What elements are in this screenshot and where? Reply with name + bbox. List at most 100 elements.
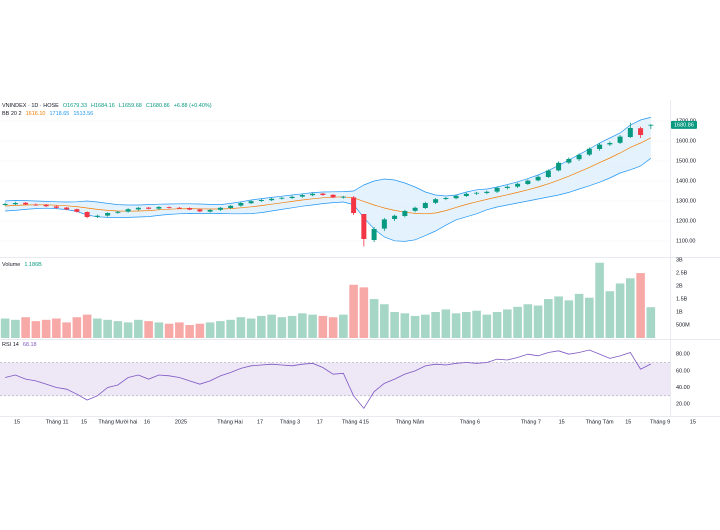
x-tick-label: 17 xyxy=(257,419,263,425)
chart-header: VNINDEX · 1D · HOSE O1679.33 H1684.16 L1659… xyxy=(2,103,212,109)
candle-body xyxy=(392,215,398,219)
candle-body xyxy=(53,206,59,208)
candle-body xyxy=(515,183,521,187)
ohlc-value: H1684.16 xyxy=(91,103,115,109)
candle-body xyxy=(228,205,234,208)
x-tick-label: Tháng Mười hai xyxy=(98,419,137,425)
candle-body xyxy=(525,180,531,184)
volume-bar xyxy=(195,323,205,338)
candle-body xyxy=(381,219,387,229)
volume-bar xyxy=(216,321,225,338)
candle-body xyxy=(402,211,408,216)
candle-body xyxy=(463,193,469,196)
volume-bar xyxy=(164,323,174,338)
candle-body xyxy=(258,200,264,201)
candle-body xyxy=(289,196,295,198)
candle-body xyxy=(597,144,603,149)
y-tick-label: 1300.00 xyxy=(676,198,696,204)
volume-bar xyxy=(564,300,574,338)
volume-bar xyxy=(441,309,451,338)
candle-body xyxy=(474,192,480,194)
candle-body xyxy=(443,198,449,199)
volume-bar xyxy=(523,304,533,338)
volume-bar xyxy=(62,322,71,338)
volume-bar xyxy=(574,293,584,338)
symbol-title: VNINDEX · 1D · HOSE xyxy=(2,103,59,109)
indicator-legend: BB 20 2 1616.10 1718.65 1513.56 xyxy=(2,111,93,117)
candle-body xyxy=(187,208,193,210)
x-tick-label: 15 xyxy=(81,419,87,425)
volume-bar xyxy=(595,262,604,338)
pane-legend: Volume 1.186B xyxy=(2,262,42,268)
pane-value: 1.186B xyxy=(24,262,42,268)
x-tick-label: Tháng Hai xyxy=(217,419,242,425)
candle-body xyxy=(320,193,326,195)
volume-bar xyxy=(52,318,61,338)
volume-bar xyxy=(308,314,317,338)
candle-body xyxy=(607,143,613,145)
candle-body xyxy=(627,128,633,137)
ohlc-value: +6.88 (+0.40%) xyxy=(174,103,212,109)
x-tick-label: 17 xyxy=(317,419,323,425)
candle-body xyxy=(535,176,541,181)
y-tick-label: 2.5B xyxy=(676,271,688,277)
candle-body xyxy=(248,201,254,204)
volume-bar xyxy=(93,318,102,338)
volume-bar xyxy=(41,319,51,338)
x-tick-label: 15 xyxy=(363,419,369,425)
y-tick-label: 1100.00 xyxy=(676,238,695,244)
volume-bar xyxy=(482,314,492,338)
candle-body xyxy=(23,202,29,205)
candle-body xyxy=(412,207,418,211)
volume-bar xyxy=(503,309,512,338)
volume-bar xyxy=(31,321,41,338)
candle-body xyxy=(351,197,357,213)
bollinger-fill xyxy=(5,117,651,242)
volume-bar xyxy=(513,306,522,338)
candle-body xyxy=(125,209,131,212)
last-price-label: 1680.86 xyxy=(674,122,694,128)
volume-bar xyxy=(277,317,287,338)
candle-body xyxy=(576,154,582,160)
volume-bar xyxy=(154,322,164,338)
pane-title: Volume xyxy=(2,262,20,268)
x-tick-label: 15 xyxy=(690,419,696,425)
candle-body xyxy=(238,203,244,206)
volume-bar xyxy=(0,318,10,338)
candle-body xyxy=(545,170,551,177)
x-tick-label: Tháng 3 xyxy=(280,419,300,425)
volume-bar xyxy=(369,299,379,338)
volume-bar xyxy=(390,312,399,338)
volume-bar xyxy=(349,284,358,338)
y-tick-label: 1.5B xyxy=(676,296,688,302)
candle-body xyxy=(43,204,49,207)
indicator-value: 1718.65 xyxy=(49,111,69,117)
ohlc-value: C1680.86 xyxy=(146,103,170,109)
bollinger-line xyxy=(5,116,651,206)
volume-bar xyxy=(257,315,266,338)
pane-title: RSI 14 xyxy=(2,342,19,348)
x-tick-label: Tháng 6 xyxy=(460,419,480,425)
candle-body xyxy=(361,214,367,239)
candle-body xyxy=(330,194,336,198)
volume-bar xyxy=(554,296,563,338)
volume-bar xyxy=(636,273,645,338)
volume-bar xyxy=(318,315,328,338)
candle-body xyxy=(64,207,70,210)
last-price-box xyxy=(671,120,697,129)
candle-body xyxy=(422,203,428,208)
volume-bar xyxy=(646,307,656,338)
candle-body xyxy=(279,197,285,199)
y-tick-label: 1B xyxy=(676,309,683,315)
candle-body xyxy=(586,148,592,155)
candle-body xyxy=(310,193,316,196)
y-tick-label: 1200.00 xyxy=(676,218,696,224)
volume-bar xyxy=(472,310,481,338)
volume-bar xyxy=(175,322,184,338)
bollinger-line xyxy=(5,137,651,215)
indicator-value: 1616.10 xyxy=(26,111,46,117)
x-tick-label: 16 xyxy=(144,419,150,425)
candle-body xyxy=(504,186,510,188)
candle-body xyxy=(176,207,182,209)
